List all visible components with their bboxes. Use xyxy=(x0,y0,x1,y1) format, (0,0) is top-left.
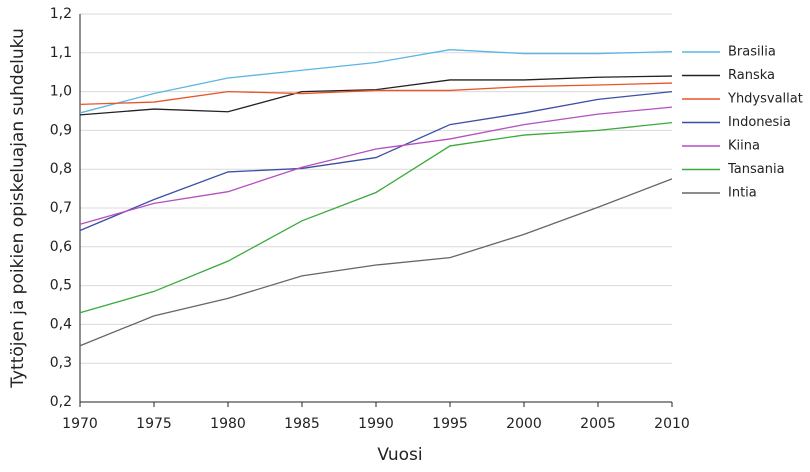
y-tick-label: 0,7 xyxy=(50,200,72,216)
legend-label: Ranska xyxy=(728,68,775,83)
series-line xyxy=(79,178,673,347)
series-line xyxy=(79,90,673,232)
x-tick-label: 2010 xyxy=(654,416,690,432)
x-tick-label: 2005 xyxy=(580,416,616,432)
legend-label: Indonesia xyxy=(728,115,791,130)
x-tick-label: 1970 xyxy=(62,416,98,432)
legend-label: Kiina xyxy=(728,139,760,154)
legend-label: Yhdysvallat xyxy=(727,92,803,107)
y-tick-label: 0,8 xyxy=(50,161,72,177)
x-tick-label: 2000 xyxy=(506,416,542,432)
x-tick-label: 1990 xyxy=(358,416,394,432)
y-tick-label: 0,6 xyxy=(50,239,72,255)
series-line xyxy=(79,121,673,314)
y-axis-label: Tyttöjen ja poikien opiskeluajan suhdelu… xyxy=(8,28,28,389)
legend-label: Brasilia xyxy=(728,45,776,60)
x-tick-label: 1995 xyxy=(432,416,468,432)
x-tick-label: 1975 xyxy=(136,416,172,432)
y-tick-label: 1,0 xyxy=(50,84,72,100)
series-line xyxy=(79,75,673,116)
y-tick-label: 0,2 xyxy=(50,394,72,410)
series-line xyxy=(79,82,673,106)
y-tick-label: 0,5 xyxy=(50,278,72,294)
y-tick-label: 1,2 xyxy=(50,6,72,22)
y-tick-label: 1,1 xyxy=(50,45,72,61)
series-line xyxy=(79,49,673,114)
legend-label: Tansania xyxy=(727,162,785,177)
series-line xyxy=(79,106,673,225)
x-tick-label: 1980 xyxy=(210,416,246,432)
y-tick-label: 0,3 xyxy=(50,355,72,371)
legend-label: Intia xyxy=(728,186,757,201)
x-tick-label: 1985 xyxy=(284,416,320,432)
y-tick-label: 0,4 xyxy=(50,316,72,332)
x-axis-label: Vuosi xyxy=(377,445,422,465)
y-tick-label: 0,9 xyxy=(50,122,72,138)
